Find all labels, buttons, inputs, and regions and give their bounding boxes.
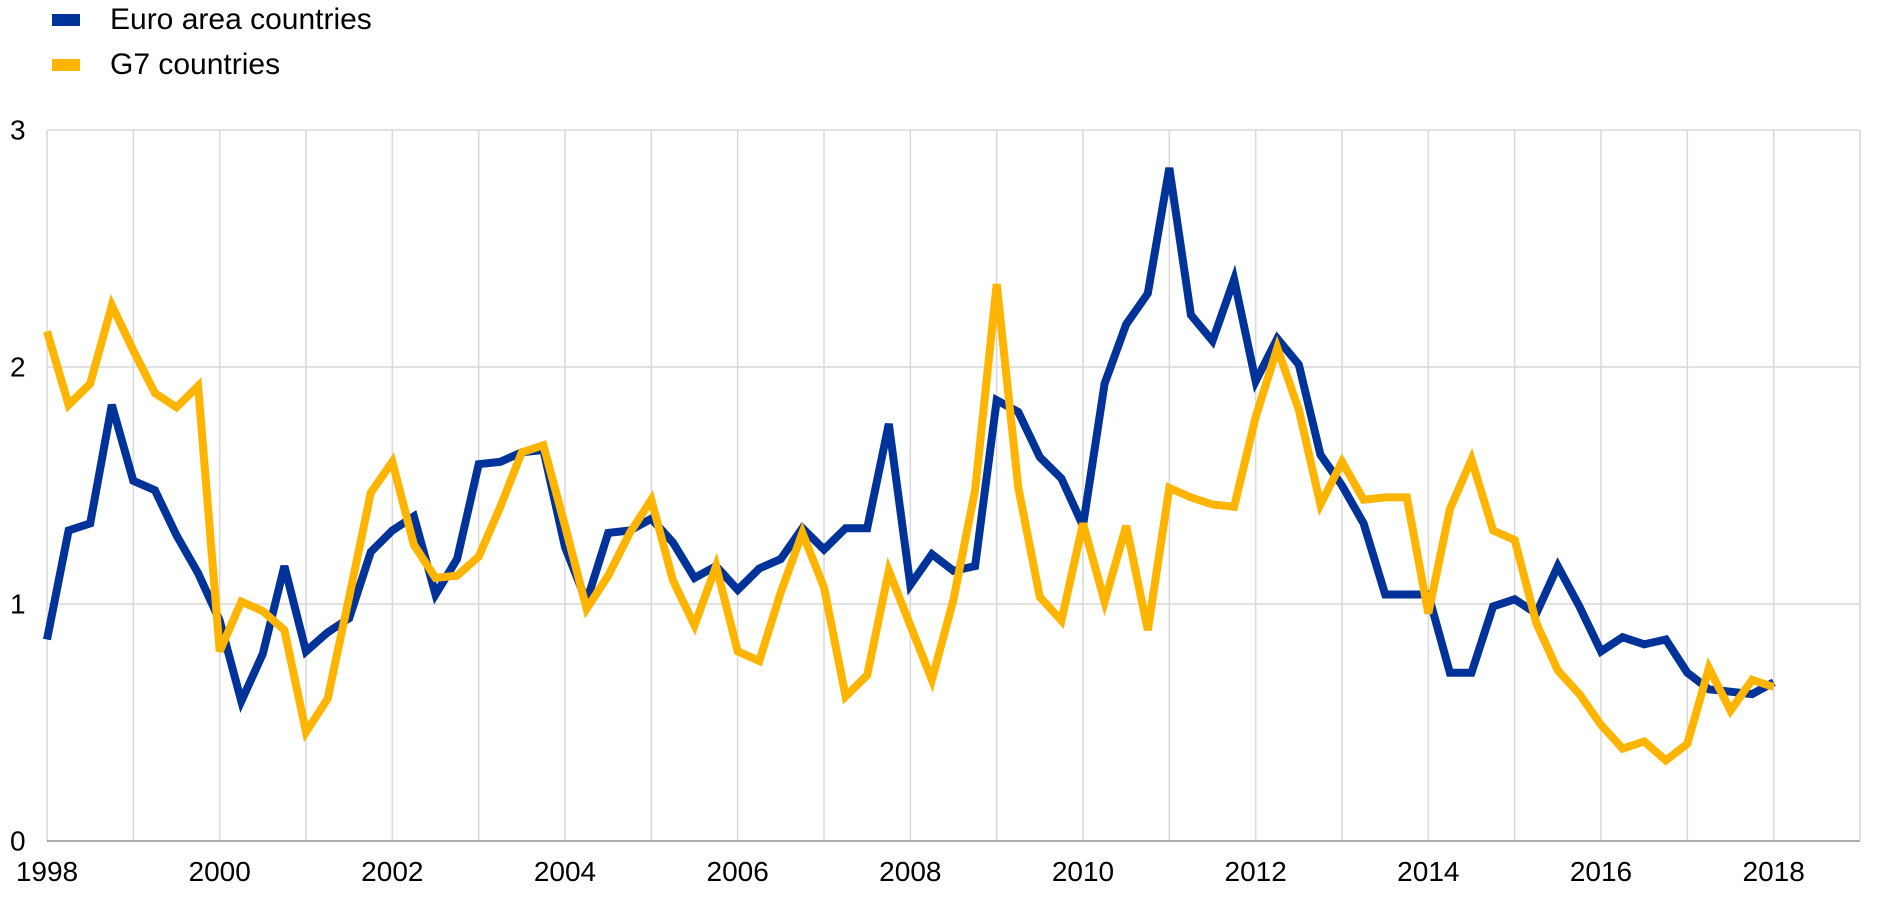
x-tick-label: 2000 xyxy=(189,856,251,887)
x-tick-label: 2008 xyxy=(879,856,941,887)
legend-swatch xyxy=(52,14,80,26)
x-tick-label: 2012 xyxy=(1225,856,1287,887)
legend-label: G7 countries xyxy=(110,48,280,81)
grid xyxy=(46,129,1861,842)
series-line-1 xyxy=(43,283,1775,766)
x-tick-label: 2018 xyxy=(1743,856,1805,887)
x-tick-label: 2016 xyxy=(1570,856,1632,887)
x-tick-label: 1998 xyxy=(16,856,78,887)
y-tick-label: 2 xyxy=(10,351,26,382)
x-tick-label: 2010 xyxy=(1052,856,1114,887)
legend: Euro area countries G7 countries xyxy=(52,3,372,81)
x-tick-label: 2014 xyxy=(1397,856,1459,887)
axes: 0 1 2 3 1998 2000 2002 2004 2006 2008 2010 2012 2014… xyxy=(10,114,1805,887)
x-tick-label: 2006 xyxy=(707,856,769,887)
legend-label: Euro area countries xyxy=(110,3,372,36)
legend-swatch xyxy=(52,59,80,71)
x-tick-label: 2002 xyxy=(361,856,423,887)
y-tick-label: 0 xyxy=(10,825,26,856)
x-tick-label: 2004 xyxy=(534,856,596,887)
y-tick-label: 1 xyxy=(10,588,26,619)
series-lines xyxy=(43,167,1776,766)
y-tick-label: 3 xyxy=(10,114,26,145)
series-line-0 xyxy=(43,167,1776,714)
